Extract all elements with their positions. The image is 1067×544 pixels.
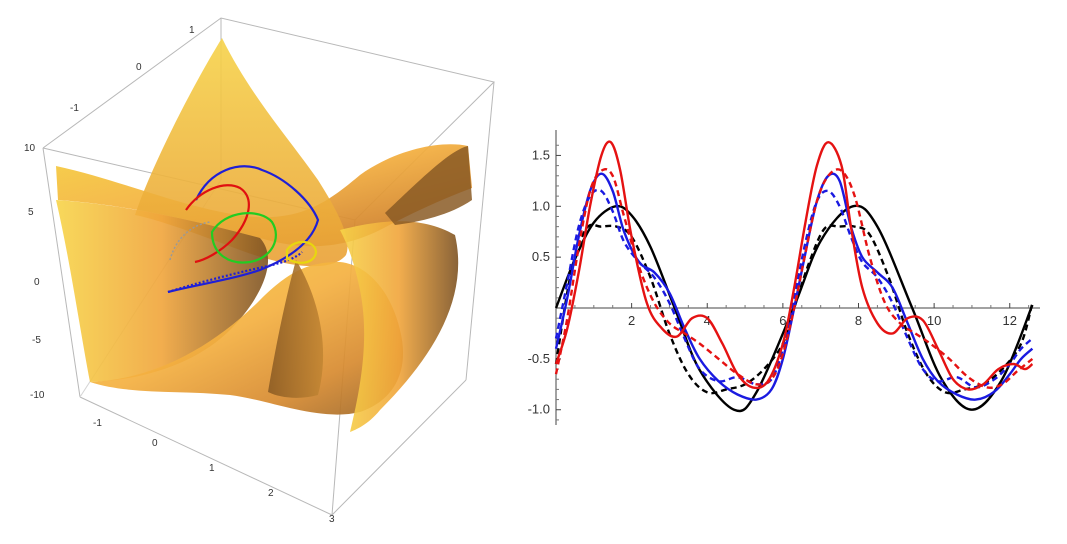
y-tick-label: -1 <box>70 103 79 114</box>
z-tick-label: -5 <box>32 335 41 346</box>
x-tick-label: 10 <box>927 313 941 328</box>
x-tick-label: 6 <box>779 313 786 328</box>
y-axis: 1 0 -1 <box>70 25 195 114</box>
x-tick-label: 8 <box>855 313 862 328</box>
x-tick-label: 1 <box>209 463 215 474</box>
surface-center-peak <box>135 38 348 267</box>
y-tick-label: 1.0 <box>532 198 550 213</box>
series-line-3-dashed <box>554 188 1034 389</box>
z-tick-label: 0 <box>34 277 40 288</box>
series-line-4-solid <box>554 140 1034 391</box>
x-axis: -1 0 1 2 3 <box>93 418 335 525</box>
surface-plot: 10 5 0 -5 -10 1 0 -1 -1 0 1 2 3 <box>24 17 495 525</box>
surface-dark-flank <box>268 260 324 398</box>
surface-curves <box>167 165 320 294</box>
y-tick-label: 1 <box>189 25 195 36</box>
curve-blue <box>167 165 320 294</box>
curve-yellow <box>285 240 318 264</box>
z-tick-label: 10 <box>24 143 36 154</box>
series-line-5-dashed <box>554 167 1034 389</box>
curve-red <box>185 184 250 264</box>
surface-right-flap <box>385 146 472 225</box>
z-tick-label: -10 <box>30 390 45 401</box>
x-tick-label: 0 <box>152 438 158 449</box>
surface-back-sheet <box>56 144 472 247</box>
x-tick-label: 2 <box>268 488 274 499</box>
y-tick-label: 0 <box>136 62 142 73</box>
surface-right-fold <box>340 221 459 432</box>
surface-front-fold <box>90 262 404 415</box>
x-tick-label: 2 <box>628 313 635 328</box>
y-tick-label: 1.5 <box>532 147 550 162</box>
y-tick-label: -1.0 <box>528 402 550 417</box>
x-tick-label: 3 <box>329 514 335 525</box>
y-tick-label: -0.5 <box>528 351 550 366</box>
series-line-1-dashed <box>554 223 1034 395</box>
curve-green <box>210 212 277 264</box>
surface <box>56 38 472 432</box>
x-tick-label: 4 <box>704 313 711 328</box>
z-tick-label: 5 <box>28 207 34 218</box>
curve-gray-dotted <box>169 221 211 261</box>
x-tick-label: 12 <box>1003 313 1017 328</box>
line-plot: 2 4 6 8 10 12 -1.0 -0.5 0.5 1.0 1.5 <box>528 130 1040 425</box>
z-axis: 10 5 0 -5 -10 <box>24 143 45 401</box>
x-tick-label: -1 <box>93 418 102 429</box>
y-tick-label: 0.5 <box>532 249 550 264</box>
